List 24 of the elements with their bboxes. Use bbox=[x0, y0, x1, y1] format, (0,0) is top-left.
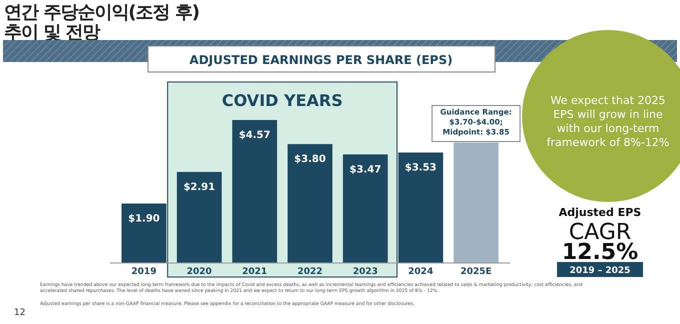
data-label: $3.80 bbox=[294, 154, 326, 166]
x-tick-label: 2025E bbox=[460, 267, 492, 277]
text: We expect that 2025 EPS will grow in line with our long-term framework of 8%-12% bbox=[546, 94, 670, 149]
x-tick-label: 2022 bbox=[297, 267, 323, 277]
chart-subtitle: ADJUSTED EARNINGS PER SHARE (EPS) bbox=[189, 53, 453, 67]
x-tick-label: 2021 bbox=[242, 267, 268, 277]
bar bbox=[342, 154, 388, 263]
data-label: $1.90 bbox=[128, 214, 160, 225]
bar bbox=[176, 172, 222, 263]
data-label: $3.47 bbox=[350, 164, 382, 176]
x-tick-label: 2019 bbox=[131, 267, 156, 277]
text: 12 bbox=[14, 308, 26, 318]
data-label: $4.57 bbox=[238, 130, 271, 141]
bar bbox=[232, 120, 278, 263]
band-label: COVID YEARS bbox=[222, 91, 343, 110]
text: Adjusted EPS bbox=[558, 206, 642, 219]
x-tick-label: 2023 bbox=[352, 267, 378, 277]
x-tick-label: 2024 bbox=[408, 267, 434, 277]
x-tick-label: 2020 bbox=[186, 267, 212, 277]
data-label: $2.91 bbox=[183, 182, 216, 193]
bar bbox=[288, 144, 332, 263]
text: 2019 – 2025 bbox=[570, 266, 630, 276]
text: 12.5% bbox=[562, 240, 638, 265]
data-label: $3.53 bbox=[404, 162, 437, 174]
